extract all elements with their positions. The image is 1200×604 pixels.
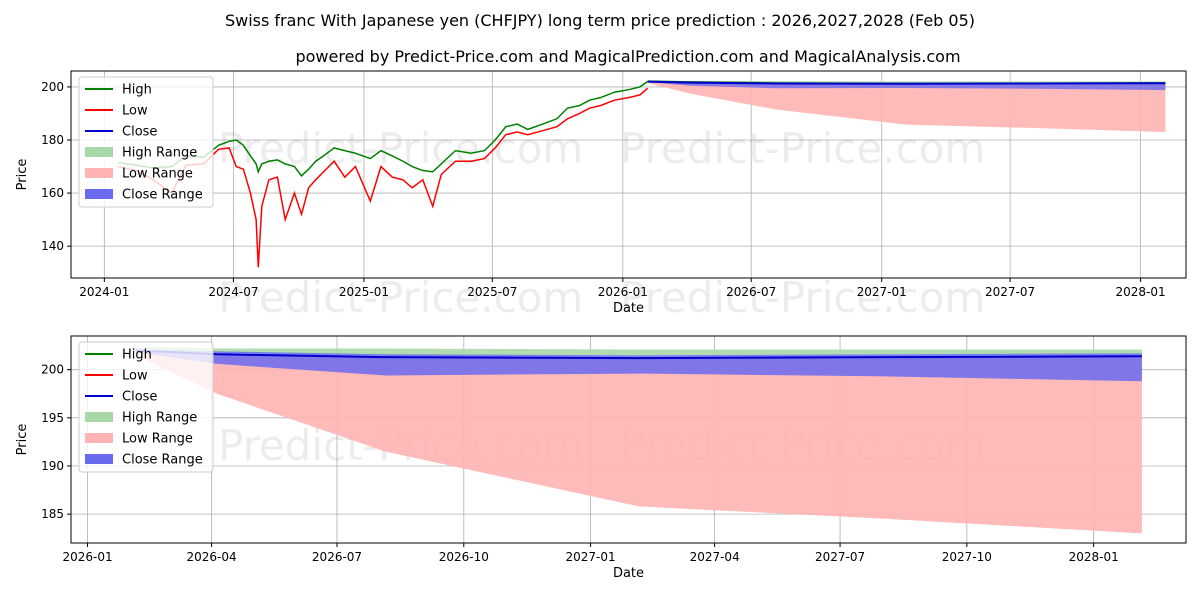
x-axis-label: Date <box>613 301 644 316</box>
p2-frame <box>70 335 1187 544</box>
p2-ticks: 2026-01 2026-04 2026-07 2026-10 2027-01 2027-… <box>41 363 1119 564</box>
low-history-line <box>117 87 649 268</box>
x-tick-label: 2027-01 <box>566 550 616 564</box>
legend-label: Low <box>122 369 148 384</box>
y-axis-label: Price <box>15 424 30 456</box>
high-history-line <box>117 80 649 177</box>
p1-legend: High Low Close High Range Low Range Close Ran… <box>78 76 214 208</box>
y-tick-label: 195 <box>41 411 64 425</box>
x-tick-label: 2028-01 <box>1069 550 1119 564</box>
watermark-text: Predict-Price.com <box>218 124 583 173</box>
legend-label: Low Range <box>122 432 193 447</box>
x-tick-label: 2025-01 <box>339 285 389 299</box>
legend-label: High <box>122 83 152 98</box>
watermark-text: Predict-Price.com <box>620 124 985 173</box>
high-range-band <box>135 346 1142 356</box>
legend-label: High <box>122 348 152 363</box>
chart-subtitle: powered by Predict-Price.com and Magical… <box>295 47 960 66</box>
legend-swatch-patch <box>85 412 113 422</box>
x-axis-label: Date <box>613 566 644 581</box>
y-tick-label: 200 <box>41 80 64 94</box>
close-forecast-line <box>647 80 1166 85</box>
legend-swatch-patch <box>85 454 113 464</box>
x-tick-label: 2026-04 <box>187 550 237 564</box>
chart-title: Swiss franc With Japanese yen (CHFJPY) l… <box>225 11 975 30</box>
watermark-text: Predict-Price.com <box>620 273 985 322</box>
x-tick-label: 2027-07 <box>985 285 1035 299</box>
p1-plot <box>117 80 1166 268</box>
low-range-band <box>135 350 1142 534</box>
legend-swatch-patch <box>85 168 113 178</box>
p1-watermarks: Predict-Price.com Predict-Price.com Predic… <box>218 124 985 322</box>
y-tick-label: 200 <box>41 363 64 377</box>
y-tick-label: 185 <box>41 507 64 521</box>
legend-label: Low Range <box>122 167 193 182</box>
x-tick-label: 2027-10 <box>942 550 992 564</box>
p1-ticks: 2024-01 2024-07 2025-01 2025-07 2026-01 2026-… <box>41 80 1166 299</box>
bottom-panel: Predict-Price.comPredict-Price.com2026-0… <box>15 335 1187 581</box>
legend-label: Close Range <box>122 188 203 203</box>
legend-swatch-patch <box>85 433 113 443</box>
y-axis-label: Price <box>15 159 30 191</box>
watermark-text: Predict-Price.com <box>218 273 583 322</box>
x-tick-label: 2026-01 <box>62 550 112 564</box>
legend-label: Close <box>122 125 157 140</box>
legend-label: Close Range <box>122 453 203 468</box>
legend-label: Close <box>122 390 157 405</box>
low-range-band <box>647 81 1166 133</box>
x-tick-label: 2024-07 <box>208 285 258 299</box>
x-tick-label: 2026-07 <box>312 550 362 564</box>
y-tick-label: 190 <box>41 459 64 473</box>
p1-frame <box>70 70 1187 279</box>
y-tick-label: 180 <box>41 133 64 147</box>
legend-label: High Range <box>122 146 197 161</box>
x-tick-label: 2026-10 <box>439 550 489 564</box>
legend-swatch-patch <box>85 147 113 157</box>
x-tick-label: 2027-04 <box>690 550 740 564</box>
legend-swatch-patch <box>85 189 113 199</box>
p2-plot <box>135 346 1142 534</box>
x-tick-label: 2026-01 <box>598 285 648 299</box>
x-tick-label: 2027-01 <box>857 285 907 299</box>
x-tick-label: 2024-01 <box>79 285 129 299</box>
legend-label: High Range <box>122 411 197 426</box>
x-tick-label: 2025-07 <box>467 285 517 299</box>
p2-legend: High Low Close High Range Low Range Close Ran… <box>78 341 214 473</box>
x-tick-label: 2026-07 <box>726 285 776 299</box>
legend-label: Low <box>122 104 148 119</box>
y-tick-label: 160 <box>41 186 64 200</box>
x-tick-label: 2027-07 <box>815 550 865 564</box>
x-tick-label: 2028-01 <box>1116 285 1166 299</box>
top-panel: Predict-Price.com Predict-Price.com Predic… <box>15 70 1187 322</box>
y-tick-label: 140 <box>41 239 64 253</box>
